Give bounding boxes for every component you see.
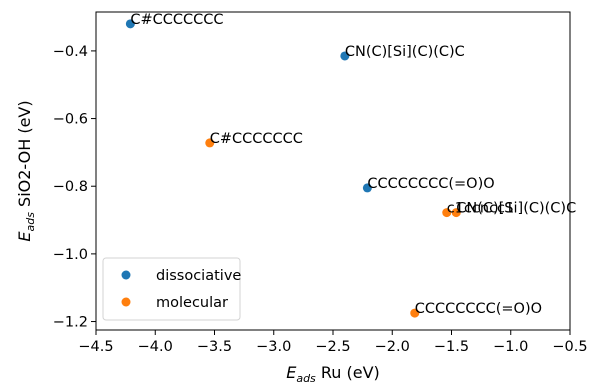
- x-tick-label: −0.5: [552, 339, 587, 355]
- data-point-label: C#CCCCCCC: [210, 131, 303, 147]
- data-point-label: CCCCCCCC(=O)O: [415, 301, 542, 317]
- y-tick-label: −0.8: [53, 179, 88, 195]
- data-point-label: C#CCCCCCC: [130, 12, 223, 28]
- points-layer: [125, 19, 461, 318]
- y-axis-label: Eads SiO2-OH (eV): [15, 100, 37, 241]
- legend-label-molecular: molecular: [156, 295, 228, 311]
- y-axis-label-main: E: [15, 231, 34, 242]
- legend-box: [102, 257, 241, 321]
- x-tick-label: −1.0: [493, 339, 528, 355]
- data-point-label: CN(C)[Si](C)(C)C: [456, 201, 576, 217]
- data-point-label: c1ccncc1: [447, 201, 515, 217]
- y-tick-label: −1.0: [53, 247, 88, 263]
- legend: dissociative molecular: [102, 257, 241, 321]
- data-point-label: CN(C)[Si](C)(C)C: [345, 44, 465, 60]
- data-point-dissociative: [362, 183, 372, 193]
- y-axis-label-rest: SiO2-OH (eV): [15, 100, 34, 212]
- x-axis-label-sub: ads: [296, 372, 316, 385]
- data-point-molecular: [451, 208, 461, 218]
- data-point-dissociative: [340, 51, 350, 61]
- plot-frame: [95, 11, 571, 331]
- y-axis-label-sub: ads: [24, 212, 37, 232]
- y-tick-label: −0.4: [53, 44, 88, 60]
- legend-marker-dissociative: [121, 270, 131, 280]
- x-tick-label: −3.0: [256, 339, 291, 355]
- data-point-label: CCCCCCCC(=O)O: [367, 176, 494, 192]
- legend-label-dissociative: dissociative: [156, 268, 241, 284]
- x-tick-label: −4.0: [138, 339, 173, 355]
- y-tick-label: −0.6: [53, 112, 88, 128]
- data-point-molecular: [442, 208, 452, 218]
- tick-layer: −4.5 −4.0 −3.5 −3.0 −2.5 −2.0 −1.5 −1.0 −0.5 −0.4…: [53, 44, 588, 355]
- x-tick-label: −1.5: [434, 339, 469, 355]
- data-point-molecular: [410, 308, 420, 318]
- x-axis-label: Eads Ru (eV): [286, 363, 380, 385]
- x-tick-label: −3.5: [197, 339, 232, 355]
- x-tick-label: −2.5: [315, 339, 350, 355]
- x-axis-label-main: E: [286, 363, 297, 382]
- data-point-dissociative: [125, 19, 135, 29]
- x-tick-label: −4.5: [78, 339, 113, 355]
- x-tick-label: −2.0: [375, 339, 410, 355]
- legend-marker-molecular: [121, 297, 131, 307]
- x-axis-label-rest: Ru (eV): [316, 363, 380, 382]
- point-labels-layer: C#CCCCCCC CN(C)[Si](C)(C)C CCCCCCCC(=O)O C#…: [130, 12, 576, 317]
- data-point-molecular: [205, 138, 215, 148]
- y-tick-label: −1.2: [53, 315, 88, 331]
